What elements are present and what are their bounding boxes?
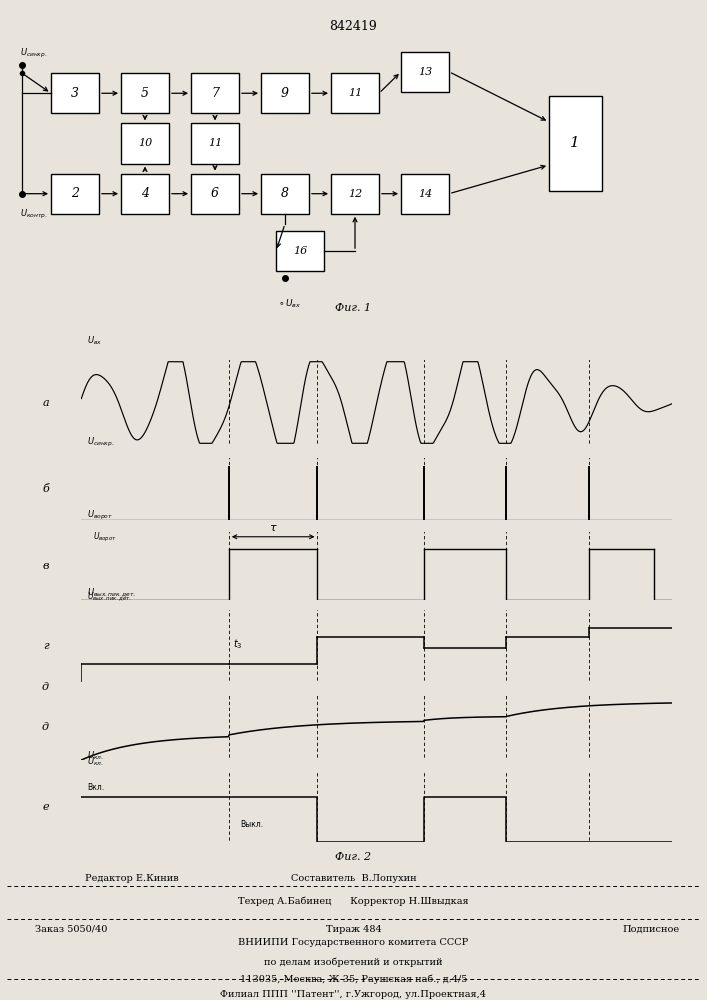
Text: 6: 6 bbox=[211, 187, 219, 200]
Text: в: в bbox=[42, 561, 49, 571]
Text: 13: 13 bbox=[418, 67, 432, 77]
Text: Составитель  В.Лопухин: Составитель В.Лопухин bbox=[291, 874, 416, 883]
Text: Заказ 5050/40: Заказ 5050/40 bbox=[35, 925, 107, 934]
Text: Фиг. 2: Фиг. 2 bbox=[335, 852, 372, 862]
Text: г: г bbox=[43, 641, 49, 651]
Text: $U_{ворот}$: $U_{ворот}$ bbox=[87, 509, 113, 522]
Text: 842419: 842419 bbox=[329, 20, 377, 33]
Text: $U_{кл.}$: $U_{кл.}$ bbox=[87, 756, 104, 768]
Text: 16: 16 bbox=[293, 246, 307, 256]
Text: 11: 11 bbox=[348, 88, 362, 98]
Text: $\tau$: $\tau$ bbox=[269, 523, 278, 533]
Bar bbox=[51, 73, 99, 113]
Text: Техред А.Бабинец      Корректор Н.Швыдкая: Техред А.Бабинец Корректор Н.Швыдкая bbox=[238, 896, 469, 906]
Text: 8: 8 bbox=[281, 187, 289, 200]
Text: 10: 10 bbox=[138, 138, 152, 148]
Bar bbox=[549, 96, 602, 191]
Text: $U_{вых.пик.дет.}$: $U_{вых.пик.дет.}$ bbox=[87, 590, 132, 603]
Text: $U_{синхр.}$: $U_{синхр.}$ bbox=[20, 47, 47, 60]
Text: Выкл.: Выкл. bbox=[240, 820, 264, 829]
Bar bbox=[331, 174, 379, 214]
Text: 7: 7 bbox=[211, 87, 219, 100]
Bar bbox=[121, 174, 169, 214]
Bar bbox=[191, 174, 239, 214]
Text: 5: 5 bbox=[141, 87, 149, 100]
Text: Фиг. 1: Фиг. 1 bbox=[335, 303, 371, 313]
Text: ВНИИПИ Государственного комитета СССР: ВНИИПИ Государственного комитета СССР bbox=[238, 938, 469, 947]
Text: 1: 1 bbox=[570, 136, 580, 150]
Text: $U_{вых.пик.дет.}$: $U_{вых.пик.дет.}$ bbox=[87, 587, 136, 599]
Text: Филиал ППП ''Патент'', г.Ужгород, ул.Проектная,4: Филиал ППП ''Патент'', г.Ужгород, ул.Про… bbox=[221, 990, 486, 999]
Text: 9: 9 bbox=[281, 87, 289, 100]
Bar bbox=[331, 73, 379, 113]
Text: $U_{кл.}$: $U_{кл.}$ bbox=[87, 749, 104, 762]
Text: 12: 12 bbox=[348, 189, 362, 199]
Text: $U_{вх}$: $U_{вх}$ bbox=[87, 335, 103, 347]
Bar bbox=[401, 52, 449, 92]
Bar bbox=[401, 174, 449, 214]
Text: е: е bbox=[42, 802, 49, 812]
Text: $U_{ворот}$: $U_{ворот}$ bbox=[93, 531, 117, 544]
Bar bbox=[261, 73, 309, 113]
Text: $\circ\,U_{вх}$: $\circ\,U_{вх}$ bbox=[279, 297, 302, 310]
Bar bbox=[261, 174, 309, 214]
Text: $U_{синхр.}$: $U_{синхр.}$ bbox=[87, 436, 115, 449]
Text: Вкл.: Вкл. bbox=[87, 783, 105, 792]
Text: 14: 14 bbox=[418, 189, 432, 199]
Text: 3: 3 bbox=[71, 87, 79, 100]
Text: $U_{контр.}$: $U_{контр.}$ bbox=[20, 208, 47, 221]
Text: 4: 4 bbox=[141, 187, 149, 200]
Bar bbox=[51, 174, 99, 214]
Bar bbox=[121, 123, 169, 164]
Text: Тираж 484: Тираж 484 bbox=[326, 925, 381, 934]
Text: Подписное: Подписное bbox=[622, 925, 679, 934]
Text: д: д bbox=[42, 722, 49, 732]
Text: а: а bbox=[42, 397, 49, 408]
Text: 113035, Москва, Ж-35, Раушская наб., д.4/5: 113035, Москва, Ж-35, Раушская наб., д.4… bbox=[240, 974, 467, 984]
Bar bbox=[276, 231, 324, 271]
Text: б: б bbox=[42, 484, 49, 494]
Bar bbox=[121, 73, 169, 113]
Text: $t_3$: $t_3$ bbox=[233, 637, 243, 651]
Text: по делам изобретений и открытий: по делам изобретений и открытий bbox=[264, 957, 443, 967]
Text: 11: 11 bbox=[208, 138, 222, 148]
Text: Редактор Е.Кинив: Редактор Е.Кинив bbox=[85, 874, 178, 883]
Text: 2: 2 bbox=[71, 187, 79, 200]
Text: д: д bbox=[42, 682, 49, 692]
Bar bbox=[191, 73, 239, 113]
Bar bbox=[191, 123, 239, 164]
